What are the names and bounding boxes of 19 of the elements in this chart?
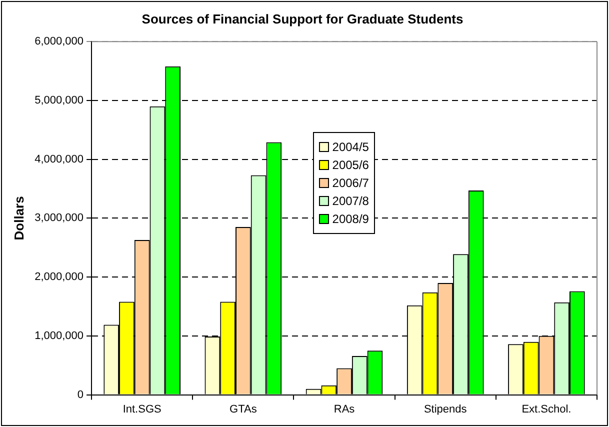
y-tick-label: 6,000,000 <box>34 36 84 48</box>
x-tick-label: GTAs <box>230 403 258 416</box>
legend-label: 2008/9 <box>332 212 369 226</box>
x-tick-label: Ext.Schol. <box>522 403 572 416</box>
legend-label: 2007/8 <box>332 194 369 208</box>
y-axis-title: Dollars <box>11 196 26 240</box>
y-tick-label: 0 <box>77 388 84 401</box>
x-tick-label: Int.SGS <box>122 403 162 416</box>
y-tick-label: 2,000,000 <box>34 271 84 284</box>
x-tick-label: Stipends <box>424 403 468 416</box>
y-tick-label: 5,000,000 <box>34 94 84 106</box>
y-tick-label: 4,000,000 <box>34 153 84 166</box>
legend-label: 2005/6 <box>332 158 369 172</box>
chart-title: Sources of Financial Support for Graduate Students <box>142 11 464 26</box>
y-tick-label: 3,000,000 <box>34 212 84 224</box>
x-tick-label: RAs <box>334 403 356 416</box>
legend-label: 2006/7 <box>332 176 369 190</box>
legend-label: 2004/5 <box>332 140 369 154</box>
y-tick-label: 1,000,000 <box>34 330 84 342</box>
